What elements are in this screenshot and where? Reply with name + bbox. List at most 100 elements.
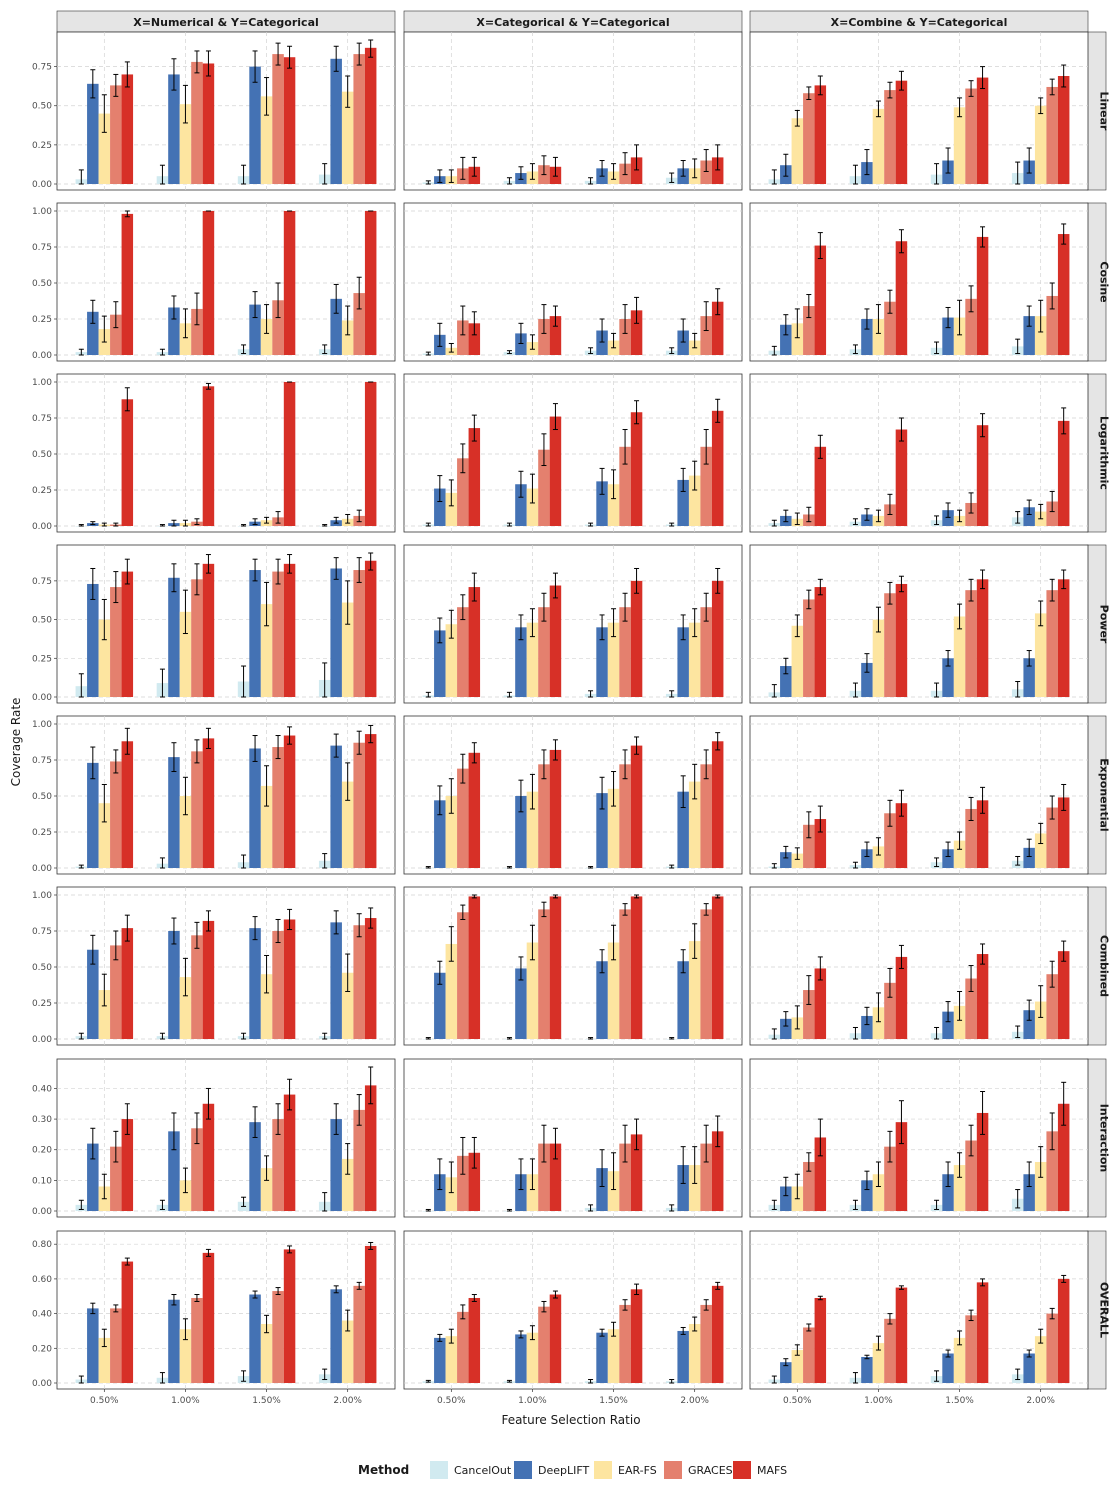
bar	[1046, 295, 1058, 355]
bar	[341, 1158, 354, 1211]
bar	[330, 745, 342, 868]
y-tick-label: 0.10	[32, 1176, 52, 1186]
y-tick-label: 0.20	[32, 1344, 52, 1354]
bar	[965, 978, 977, 1039]
bar	[619, 1304, 631, 1383]
bar	[249, 748, 261, 868]
x-tick-label: 0.50%	[90, 1396, 119, 1406]
bar	[468, 1297, 481, 1383]
bar	[965, 502, 977, 526]
bar	[87, 311, 99, 355]
bar	[364, 734, 377, 868]
bar	[353, 1285, 365, 1383]
bar	[1057, 234, 1070, 355]
bar	[538, 909, 550, 1039]
bar	[457, 768, 469, 868]
legend-swatch	[733, 1461, 751, 1479]
bar	[895, 1122, 908, 1211]
bar	[260, 1324, 273, 1383]
bar	[596, 1168, 608, 1211]
bar	[272, 931, 284, 1039]
y-axis-title: Coverage Rate	[9, 698, 23, 787]
bar	[468, 428, 481, 526]
bar	[965, 298, 977, 355]
facet-row-label: Linear	[1098, 92, 1111, 131]
y-tick-label: 0.50	[32, 792, 52, 802]
bar	[179, 323, 192, 355]
facet-panel	[403, 715, 743, 875]
bar	[330, 1119, 342, 1211]
bar	[445, 1177, 458, 1211]
bar	[538, 319, 550, 355]
bar	[249, 1122, 261, 1211]
y-tick-label: 0.50	[32, 450, 52, 460]
bar	[364, 918, 377, 1039]
bar	[515, 333, 527, 355]
bar	[549, 585, 562, 697]
y-tick-label: 0.75	[32, 927, 52, 937]
bar	[283, 1094, 296, 1211]
bar	[596, 961, 608, 1039]
bar	[353, 570, 365, 697]
y-tick-label: 0.40	[32, 1084, 52, 1094]
facet-panel	[749, 202, 1089, 362]
bar	[457, 1311, 469, 1383]
bar	[1034, 316, 1047, 355]
bar	[895, 803, 908, 868]
bar	[87, 583, 99, 697]
facet-column-label: X=Categorical & Y=Categorical	[476, 16, 669, 29]
bar	[87, 762, 99, 868]
bar	[364, 47, 377, 185]
facet-row-label: Exponential	[1098, 758, 1111, 831]
bar	[364, 382, 377, 526]
facet-panel	[749, 544, 1089, 704]
y-tick-label: 0.25	[32, 828, 52, 838]
y-tick-label: 0.75	[32, 577, 52, 587]
bar	[884, 90, 896, 184]
bar	[965, 1315, 977, 1383]
bar	[468, 1152, 481, 1211]
bar	[549, 1294, 562, 1383]
bar	[942, 849, 954, 868]
bar	[814, 245, 827, 355]
bar	[468, 752, 481, 868]
bar	[607, 788, 620, 868]
bar	[191, 935, 203, 1039]
bar	[895, 241, 908, 355]
bar	[607, 484, 620, 526]
facet-panel	[749, 886, 1089, 1046]
x-axis-title: Feature Selection Ratio	[501, 1413, 640, 1427]
bar	[711, 741, 724, 868]
bar	[283, 211, 296, 355]
bar	[1034, 833, 1047, 868]
bar	[1034, 613, 1047, 697]
y-tick-label: 0.75	[32, 243, 52, 253]
y-tick-label: 0.25	[32, 141, 52, 151]
bar	[677, 961, 689, 1039]
facet-panel	[749, 31, 1089, 191]
bar	[283, 1249, 296, 1383]
bar	[1057, 420, 1070, 526]
bar	[1057, 951, 1070, 1039]
bar	[965, 590, 977, 697]
bar	[249, 66, 261, 184]
legend-label: EAR-FS	[618, 1464, 657, 1477]
bar	[260, 974, 273, 1039]
facet-panel	[749, 1058, 1089, 1218]
y-tick-label: 0.50	[32, 102, 52, 112]
bar	[607, 1329, 620, 1383]
bar	[1046, 86, 1058, 184]
bar	[700, 316, 712, 355]
facet-panel	[403, 373, 743, 533]
bar	[884, 813, 896, 868]
y-tick-label: 0.00	[32, 1035, 52, 1045]
bar	[179, 1180, 192, 1211]
bar	[688, 941, 701, 1039]
bar	[711, 1285, 724, 1383]
bar	[872, 319, 885, 355]
bar	[98, 990, 111, 1039]
bar	[953, 840, 966, 868]
x-tick-label: 2.00%	[1026, 1396, 1055, 1406]
bar	[711, 157, 724, 184]
bar	[283, 563, 296, 697]
